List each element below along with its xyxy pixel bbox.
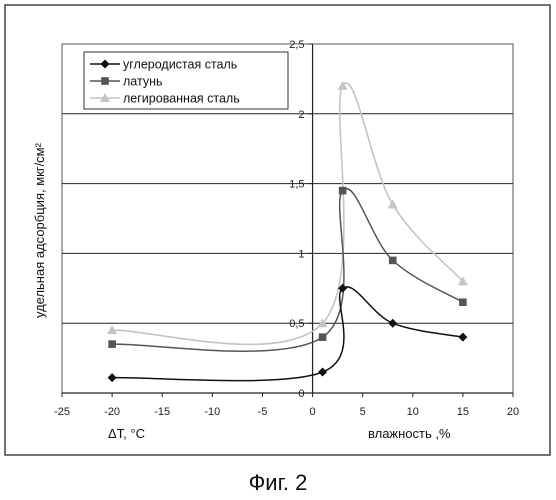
figure-caption: Фиг. 2 — [249, 470, 308, 495]
y-tick-label: 0,5 — [289, 318, 304, 330]
data-point — [339, 187, 347, 195]
x-tick-label: -15 — [154, 406, 170, 418]
data-point — [389, 257, 397, 265]
legend-label: углеродистая сталь — [123, 58, 237, 72]
data-point — [319, 333, 327, 341]
y-tick-label: 2 — [298, 109, 304, 121]
legend: углеродистая сталь латунь легированная ста… — [84, 52, 288, 109]
x-tick-label: -20 — [104, 406, 120, 418]
x-tick-label: -10 — [204, 406, 220, 418]
x-tick-label: 0 — [309, 406, 315, 418]
x-tick-label: -25 — [54, 406, 70, 418]
y-tick-label: 2,5 — [289, 39, 304, 51]
legend-marker — [101, 77, 109, 85]
data-point — [108, 340, 116, 348]
x-tick-label: 10 — [407, 406, 419, 418]
legend-label: латунь — [123, 75, 163, 89]
legend-label: легированная сталь — [123, 92, 240, 106]
x-axis-label-left: ΔT, °C — [108, 426, 145, 441]
y-tick-label: 0 — [298, 388, 304, 400]
x-tick-label: 5 — [360, 406, 366, 418]
y-tick-label: 1,5 — [289, 179, 304, 191]
y-axis-label: удельная адсорбция, мкг/см² — [32, 142, 47, 318]
y-tick-label: 1 — [298, 248, 304, 260]
x-tick-label: -5 — [258, 406, 268, 418]
data-point — [459, 298, 467, 306]
x-axis-label-right: влажность ,% — [368, 426, 451, 441]
x-tick-label: 15 — [457, 406, 469, 418]
x-tick-label: 20 — [507, 406, 519, 418]
